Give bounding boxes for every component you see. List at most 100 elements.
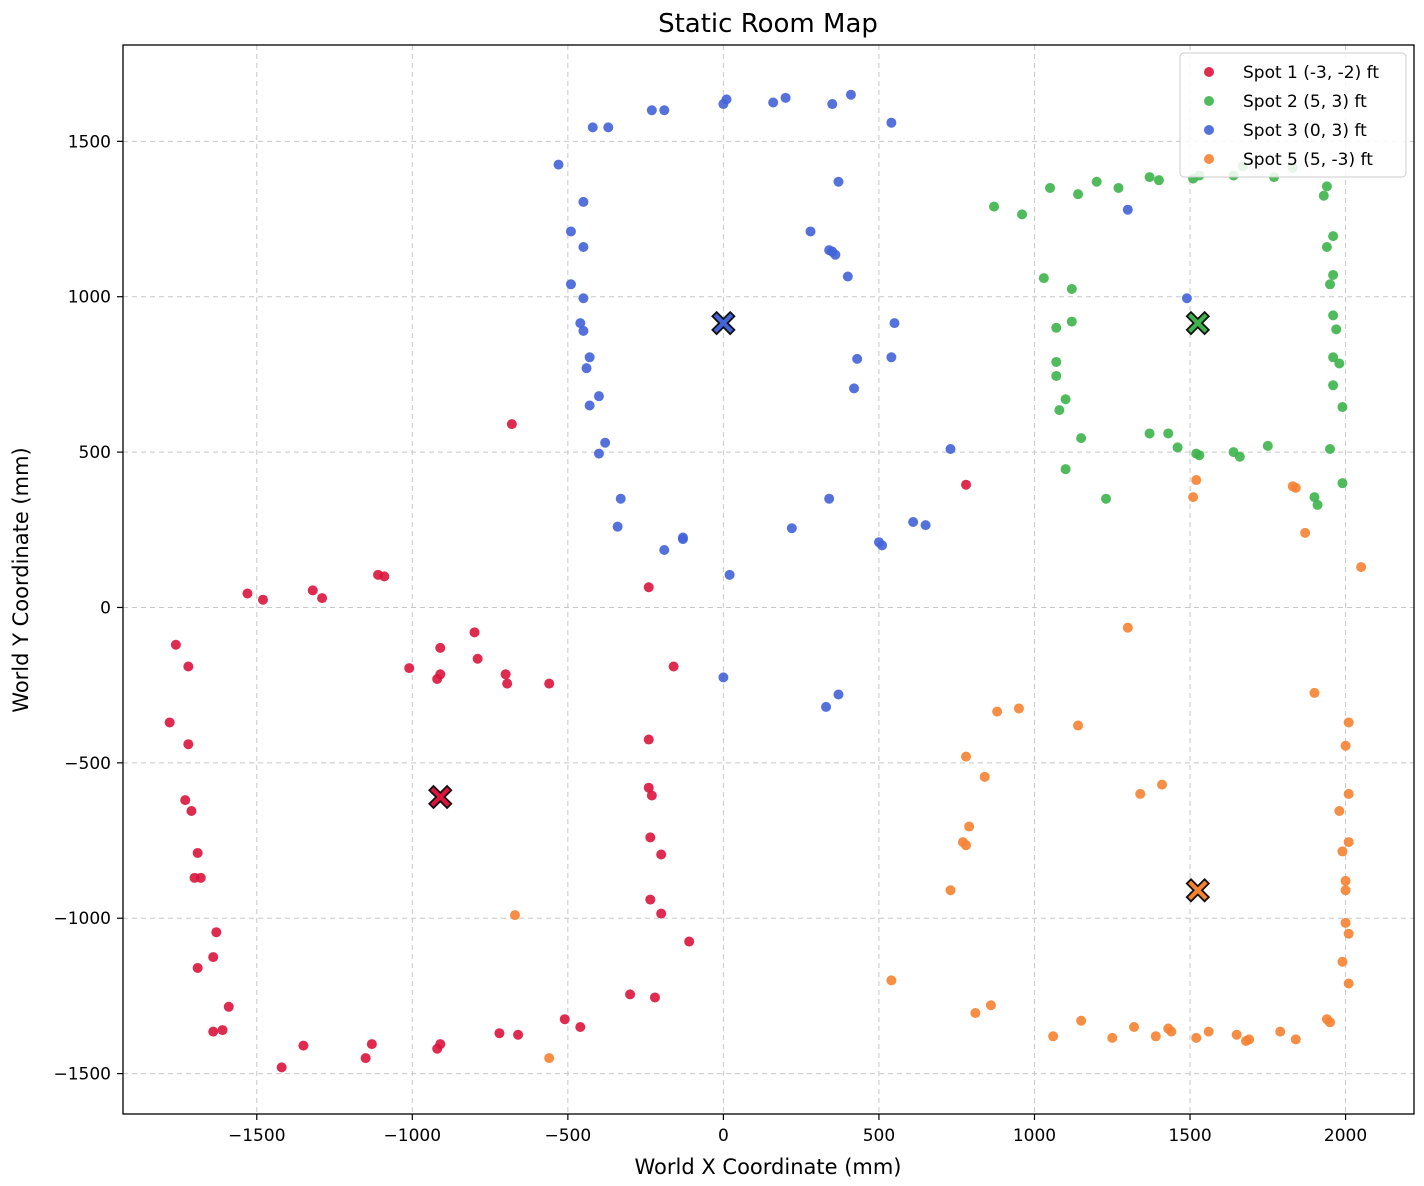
data-point-series-4 [1337, 846, 1348, 857]
legend-label: Spot 2 (5, 3) ft [1243, 92, 1367, 112]
data-point-series-3 [578, 196, 589, 207]
y-tick-label: 500 [79, 443, 111, 463]
data-point-series-4 [1275, 1026, 1286, 1037]
data-point-series-3 [646, 105, 657, 116]
data-point-series-1 [298, 1040, 309, 1051]
data-point-series-1 [656, 908, 667, 919]
data-point-series-4 [1337, 956, 1348, 967]
data-point-series-1 [649, 992, 660, 1003]
data-point-series-3 [849, 383, 860, 394]
data-point-series-2 [1051, 356, 1062, 367]
data-point-series-3 [584, 352, 595, 363]
data-point-series-2 [1334, 358, 1345, 369]
data-point-series-1 [164, 717, 175, 728]
data-point-series-2 [1101, 493, 1112, 504]
data-point-series-4 [1343, 717, 1354, 728]
data-point-series-4 [964, 821, 975, 832]
data-point-series-4 [1241, 1035, 1252, 1046]
legend-label: Spot 1 (-3, -2) ft [1243, 63, 1379, 83]
data-point-series-3 [587, 122, 598, 133]
y-tick-label: −1000 [53, 909, 111, 929]
data-point-series-4 [509, 910, 520, 921]
data-point-series-2 [1045, 182, 1056, 193]
data-point-series-3 [833, 689, 844, 700]
data-point-series-2 [1325, 279, 1336, 290]
data-point-series-4 [1334, 806, 1345, 817]
y-tick-label: 1000 [68, 288, 111, 308]
data-point-series-3 [553, 159, 564, 170]
data-point-series-2 [1337, 402, 1348, 413]
data-point-series-1 [192, 962, 203, 973]
data-point-series-3 [908, 517, 919, 528]
data-point-series-4 [1340, 740, 1351, 751]
chart-title: Static Room Map [658, 9, 878, 39]
data-point-series-1 [195, 872, 206, 883]
data-point-series-1 [183, 739, 194, 750]
data-point-series-4 [1048, 1031, 1059, 1042]
data-point-series-1 [559, 1014, 570, 1025]
data-point-series-1 [432, 673, 443, 684]
data-point-series-1 [472, 653, 483, 664]
data-point-series-3 [821, 701, 832, 712]
data-point-series-3 [833, 176, 844, 187]
data-point-series-1 [643, 582, 654, 593]
data-point-series-1 [625, 989, 636, 1000]
data-point-series-1 [192, 847, 203, 858]
data-point-series-3 [575, 318, 586, 329]
data-point-series-2 [1051, 370, 1062, 381]
data-point-series-2 [1066, 283, 1077, 294]
data-point-series-4 [1191, 475, 1202, 486]
data-point-series-1 [257, 594, 268, 605]
data-point-series-3 [786, 523, 797, 534]
data-point-series-4 [1343, 928, 1354, 939]
data-point-series-3 [805, 226, 816, 237]
data-point-series-1 [366, 1039, 377, 1050]
data-point-series-2 [1144, 428, 1155, 439]
data-point-series-1 [645, 832, 656, 843]
data-point-series-4 [1157, 779, 1168, 790]
data-point-series-3 [593, 448, 604, 459]
data-point-series-4 [945, 885, 956, 896]
data-point-series-4 [985, 1000, 996, 1011]
x-tick-label: −500 [544, 1126, 591, 1146]
data-point-series-1 [513, 1029, 524, 1040]
data-point-series-4 [1107, 1032, 1118, 1043]
data-point-series-2 [1328, 310, 1339, 321]
data-point-series-1 [494, 1028, 505, 1039]
data-point-series-1 [500, 669, 511, 680]
data-point-series-3 [724, 569, 735, 580]
data-point-series-3 [852, 353, 863, 364]
data-point-series-2 [1194, 450, 1205, 461]
data-point-series-3 [600, 437, 611, 448]
data-point-series-3 [1181, 293, 1192, 304]
data-point-series-2 [1153, 175, 1164, 186]
data-point-series-4 [1300, 527, 1311, 538]
data-point-series-4 [1356, 562, 1367, 573]
data-point-series-4 [1150, 1031, 1161, 1042]
y-tick-label: −1500 [53, 1065, 111, 1085]
data-point-series-1 [469, 627, 480, 638]
data-point-series-4 [1073, 720, 1084, 731]
legend-label: Spot 3 (0, 3) ft [1243, 121, 1367, 141]
data-point-series-4 [1166, 1026, 1177, 1037]
data-point-series-2 [1051, 322, 1062, 333]
data-point-series-3 [920, 520, 931, 531]
data-point-series-2 [1144, 172, 1155, 183]
data-point-series-1 [180, 795, 191, 806]
data-point-series-1 [217, 1025, 228, 1036]
data-point-series-2 [1262, 440, 1273, 451]
data-point-series-2 [1328, 380, 1339, 391]
x-axis-ticks: −1500 −1000 −500 0 500 1000 1500 2000 [228, 1114, 1367, 1146]
data-point-series-1 [646, 790, 657, 801]
data-point-series-1 [544, 678, 555, 689]
data-point-series-1 [379, 571, 390, 582]
data-point-series-2 [1318, 190, 1329, 201]
data-point-series-3 [578, 325, 589, 336]
center-marker-series-3 [711, 310, 736, 336]
data-point-series-1 [643, 782, 654, 793]
data-point-series-1 [223, 1001, 234, 1012]
data-point-series-3 [886, 117, 897, 128]
data-point-series-1 [684, 936, 695, 947]
data-point-series-4 [544, 1053, 555, 1064]
x-tick-label: 1500 [1168, 1126, 1211, 1146]
